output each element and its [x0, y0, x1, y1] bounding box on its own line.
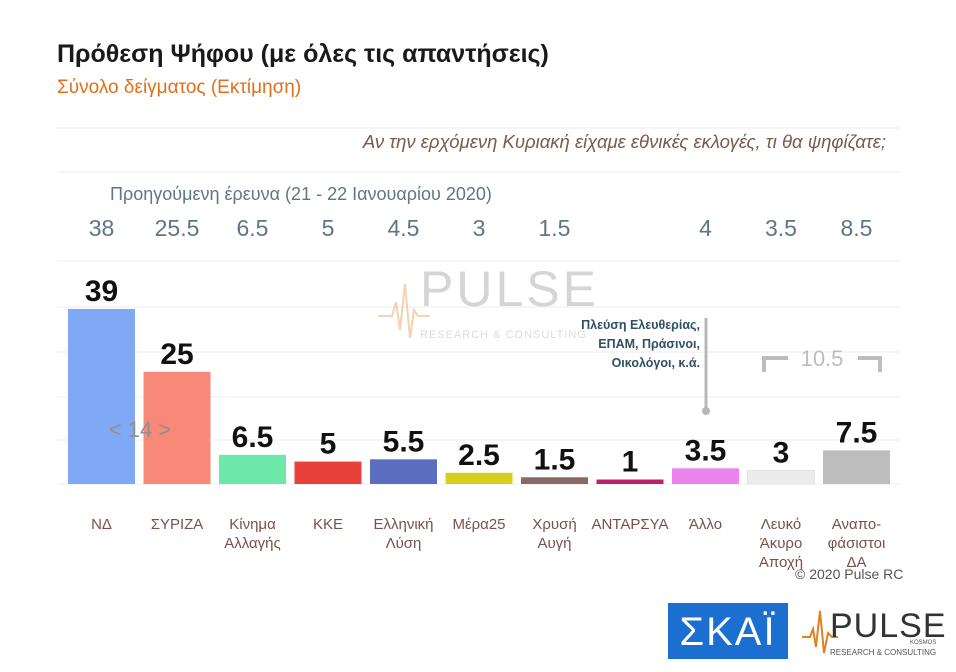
chart-subtitle: Σύνολο δείγματος (Εκτίμηση): [57, 77, 302, 98]
survey-question: Αν την ερχόμενη Κυριακή είχαμε εθνικές ε…: [362, 131, 886, 152]
previous-value-label: 6.5: [237, 215, 269, 241]
bracket-left: [762, 356, 788, 372]
skai-logo: ΣΚΑΪ: [668, 603, 788, 659]
category-label: Χρυσή Αυγή: [532, 516, 576, 552]
category-label: Άλλο: [689, 516, 722, 533]
bar-10: [823, 450, 890, 484]
note-pointer-dot: [702, 407, 710, 415]
previous-value-label: 25.5: [155, 215, 200, 241]
previous-value-label: 4: [699, 215, 712, 241]
value-label: 6.5: [232, 421, 274, 454]
value-label: 1: [622, 446, 639, 479]
value-label: 7.5: [836, 416, 878, 449]
category-label: ΝΔ: [91, 516, 112, 533]
category-label: Μέρα25: [452, 516, 505, 533]
bar-3: [294, 461, 362, 484]
other-parties-note: Πλεύση Ελευθερίας, ΕΠΑΜ, Πράσινοι, Οικολόγ…: [581, 318, 700, 370]
previous-value-label: 8.5: [841, 215, 873, 241]
category-label: Κίνημα Αλλαγής: [224, 516, 281, 552]
value-label: 3.5: [685, 434, 727, 467]
bar-5: [445, 472, 513, 484]
bar-7: [596, 479, 664, 484]
value-label: 1.5: [534, 443, 576, 476]
pulse-watermark: PULSE RESEARCH & CONSULTING: [378, 261, 599, 341]
bar-6: [521, 477, 588, 484]
watermark-sub: RESEARCH & CONSULTING: [420, 329, 587, 341]
bar-0: [68, 309, 135, 484]
bar-4: [370, 459, 437, 484]
bracket-label: 10.5: [801, 346, 844, 371]
value-label: 5.5: [383, 425, 425, 458]
previous-value-label: 3.5: [765, 215, 797, 241]
watermark-wave-icon: [378, 283, 430, 339]
category-label: Λευκό Άκυρο Αποχή: [759, 516, 803, 571]
gap-annotation: < 14 >: [109, 417, 171, 442]
annotations-group: 38 25.5 6.5 5 4.5 3 1.5 4 3.5 8.5 < 14 > Πλεύση Ελε…: [89, 215, 882, 442]
bar-chart: PULSE RESEARCH & CONSULTING 39 ΝΔ 25 ΣΥΡΙΖΑ 6…: [57, 127, 900, 571]
bars-group: 39 ΝΔ 25 ΣΥΡΙΖΑ 6.5 Κίνημα Αλλαγής 5 ΚΚΕ 5.5 Ελλην…: [68, 275, 890, 571]
previous-value-label: 5: [322, 215, 335, 241]
category-label: ΑΝΤΑΡΣΥΑ: [591, 516, 668, 533]
previous-survey-label: Προηγούμενη έρευνα (21 - 22 Ιανουαρίου 2…: [110, 184, 492, 204]
category-label: Αναπο-φάσιστοι ΔΑ: [828, 516, 886, 571]
bar-1: [143, 371, 211, 484]
previous-value-label: 38: [89, 215, 115, 241]
category-label: Ελληνική Λύση: [373, 516, 433, 552]
bracket-right: [858, 356, 882, 372]
pulse-logo: PULSE KOSMOS RESEARCH & CONSULTING: [800, 603, 946, 659]
previous-value-label: 3: [473, 215, 486, 241]
pulse-logo-sub: RESEARCH & CONSULTING: [830, 648, 936, 657]
value-label: 3: [773, 437, 790, 470]
bar-2: [219, 454, 286, 484]
value-label: 25: [160, 338, 193, 371]
value-label: 39: [85, 275, 118, 308]
chart-title: Πρόθεση Ψήφου (με όλες τις απαντήσεις): [57, 40, 549, 68]
previous-value-label: 1.5: [539, 215, 571, 241]
skai-logo-text: ΣΚΑΪ: [679, 610, 776, 654]
value-label: 5: [320, 428, 337, 461]
copyright-notice: © 2020 Pulse RC: [795, 566, 904, 582]
category-label: ΣΥΡΙΖΑ: [151, 516, 204, 533]
pulse-logo-text: PULSE: [830, 607, 945, 645]
category-label: ΚΚΕ: [313, 516, 343, 533]
previous-value-label: 4.5: [388, 215, 420, 241]
watermark-brand: PULSE: [420, 261, 599, 317]
pulse-wave-icon: [802, 610, 838, 654]
bar-9: [747, 470, 815, 485]
pulse-logo-tag: KOSMOS: [910, 640, 936, 646]
bar-8: [672, 468, 739, 484]
value-label: 2.5: [458, 439, 500, 472]
